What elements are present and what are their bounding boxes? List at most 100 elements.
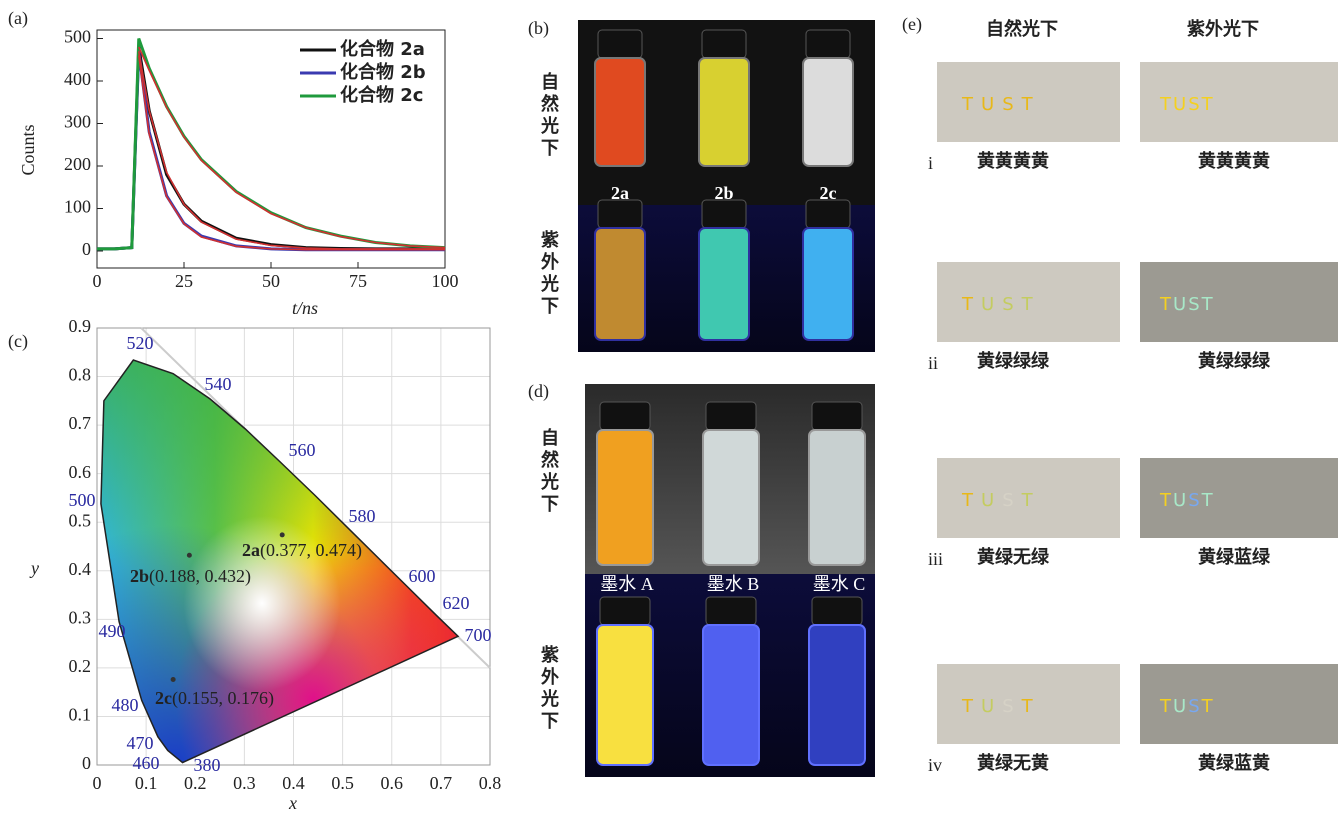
photo-letter: S [1188, 94, 1201, 115]
point-label: 2c(0.155, 0.176) [155, 688, 274, 709]
x-tick-label: 0.3 [233, 773, 256, 793]
photo-letter: T [1159, 94, 1173, 115]
x-tick-label: 0.5 [331, 773, 354, 793]
sample-label: 2a [611, 183, 629, 203]
legend-label: 化合物 2c [340, 84, 423, 106]
wavelength-label: 520 [127, 333, 154, 353]
photo-letter: T [961, 490, 981, 511]
photo-letter: U [981, 490, 1002, 511]
point-coords: (0.155, 0.176) [172, 688, 274, 709]
panel-label: (d) [528, 381, 549, 402]
photo-word: TUST [961, 94, 1041, 115]
wavelength-label: 380 [194, 755, 221, 775]
vial-body [809, 430, 865, 565]
photo-word: TUST [961, 696, 1041, 717]
y-tick-label: 400 [64, 69, 91, 89]
photo-letter: S [1188, 490, 1201, 511]
wavelength-label: 460 [133, 753, 160, 773]
y-tick-label: 0 [82, 239, 91, 259]
y-tick-label: 0 [82, 753, 91, 773]
vial-body [699, 228, 749, 340]
vial-body [703, 430, 759, 565]
photo-letter: U [981, 294, 1002, 315]
photo-letter: S [1188, 294, 1201, 315]
photo-letter: T [1201, 294, 1215, 315]
x-axis-label: t/ns [292, 298, 318, 318]
photo-letter: T [1201, 94, 1215, 115]
vial-body [803, 58, 853, 166]
vial-cap [600, 402, 650, 430]
photo-letter: U [1173, 294, 1188, 315]
row-label: 自然光下 [538, 427, 560, 516]
vial-cap [812, 597, 862, 625]
vial-body [595, 58, 645, 166]
wavelength-label: 620 [443, 593, 470, 613]
x-tick-label: 25 [175, 271, 193, 291]
y-axis-label: y [29, 558, 39, 578]
panel-label: (a) [8, 8, 28, 29]
panel-label: (c) [8, 331, 28, 352]
point-name: 2b [130, 566, 149, 586]
vial-cap [812, 402, 862, 430]
y-tick-label: 0.1 [69, 705, 92, 725]
x-axis-label: x [288, 793, 297, 813]
photo-word: TUST [1159, 696, 1215, 717]
row-label: 紫外光下 [538, 644, 560, 733]
photo-letter: T [1021, 696, 1041, 717]
photo-letter: S [1002, 696, 1021, 717]
data-point [187, 553, 192, 558]
wavelength-label: 600 [409, 566, 436, 586]
caption: 黄绿无绿 [977, 546, 1050, 568]
row-numeral: iv [928, 755, 942, 775]
y-tick-label: 200 [64, 154, 91, 174]
x-tick-label: 100 [432, 271, 459, 291]
photo-letter: U [981, 696, 1002, 717]
x-tick-label: 0 [93, 773, 102, 793]
panel-label: (e) [902, 14, 922, 35]
photo-letter: T [961, 696, 981, 717]
vial-cap [598, 30, 642, 58]
y-tick-label: 0.8 [69, 365, 92, 385]
legend-label: 化合物 2b [340, 61, 426, 83]
photo-letter: S [1002, 294, 1021, 315]
photo-letter: T [1021, 94, 1041, 115]
caption: 黄黄黄黄 [1198, 150, 1270, 172]
vial-body [703, 625, 759, 765]
caption: 黄绿蓝黄 [1198, 752, 1270, 774]
ink-label: 墨水 B [707, 574, 760, 594]
photo-letter: T [1021, 294, 1041, 315]
column-header: 自然光下 [986, 18, 1058, 40]
x-tick-label: 75 [349, 271, 367, 291]
x-tick-label: 0.6 [381, 773, 404, 793]
wavelength-label: 500 [69, 490, 96, 510]
photo-word: TUST [961, 490, 1041, 511]
ink-label: 墨水 C [813, 574, 866, 594]
y-tick-label: 0.7 [69, 413, 92, 433]
x-tick-label: 0 [93, 271, 102, 291]
vial-body [595, 228, 645, 340]
photo-letter: T [1021, 490, 1041, 511]
photo-word: TUST [961, 294, 1041, 315]
wavelength-label: 540 [205, 374, 232, 394]
vial-body [699, 58, 749, 166]
x-tick-label: 50 [262, 271, 280, 291]
photo-letter: S [1188, 696, 1201, 717]
wavelength-label: 480 [112, 695, 139, 715]
vial-body [803, 228, 853, 340]
caption: 黄绿无黄 [977, 752, 1049, 774]
wavelength-label: 700 [465, 625, 492, 645]
vial-cap [706, 597, 756, 625]
vial-cap [600, 597, 650, 625]
y-axis-label: Counts [18, 124, 38, 175]
x-tick-label: 0.1 [135, 773, 158, 793]
vial-body [597, 430, 653, 565]
point-coords: (0.377, 0.474) [260, 540, 362, 561]
y-tick-label: 0.3 [69, 607, 92, 627]
photo-word: TUST [1159, 294, 1215, 315]
photo-letter: T [1159, 294, 1173, 315]
y-tick-label: 0.4 [69, 559, 92, 579]
y-tick-label: 0.9 [69, 316, 92, 336]
wavelength-label: 490 [99, 621, 126, 641]
data-point [280, 532, 285, 537]
photo-letter: T [961, 294, 981, 315]
